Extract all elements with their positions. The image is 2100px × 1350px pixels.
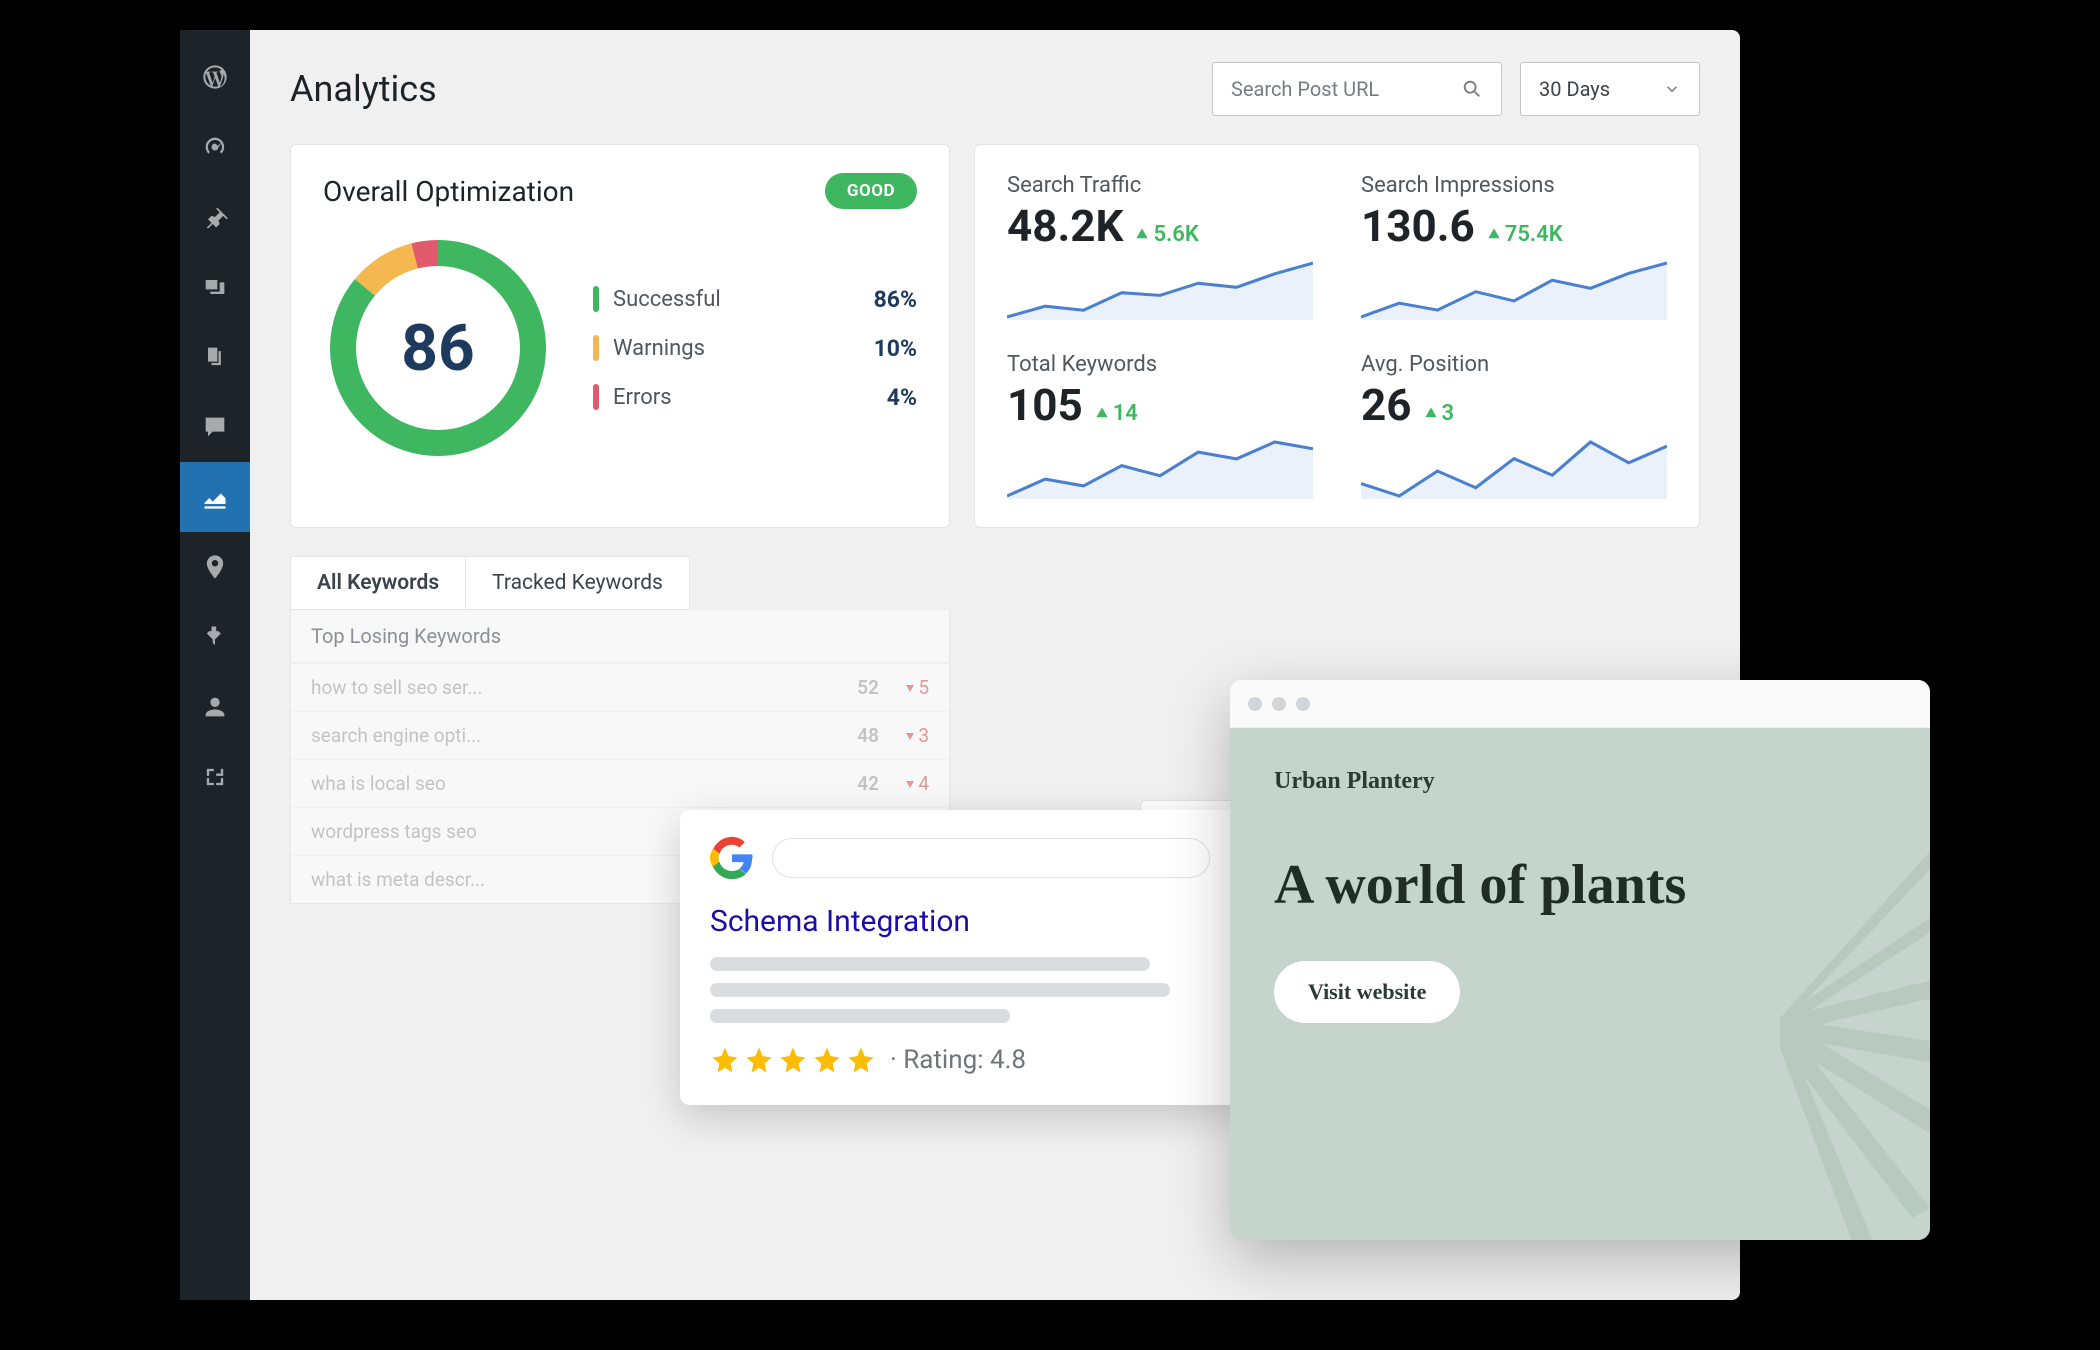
- breakdown-value: 10%: [874, 335, 917, 362]
- google-logo-icon: [710, 836, 754, 880]
- keyword-delta: 4: [879, 772, 929, 795]
- schema-snippet-lines: [710, 957, 1210, 1023]
- star-icon: [778, 1045, 808, 1075]
- schema-search-bar[interactable]: [772, 838, 1210, 878]
- tab[interactable]: All Keywords: [290, 556, 466, 610]
- metric-value: 130.6: [1361, 204, 1475, 248]
- dashboard-icon[interactable]: [180, 112, 250, 182]
- page-header: Analytics Search Post URL 30 Days: [290, 62, 1700, 116]
- optimization-breakdown: Successful 86% Warnings 10%Errors 4%: [593, 286, 917, 411]
- breakdown-value: 86%: [874, 286, 917, 313]
- location-icon[interactable]: [180, 532, 250, 602]
- keyword-tabs: All KeywordsTracked Keywords: [290, 556, 1700, 610]
- good-badge: GOOD: [825, 173, 917, 209]
- star-icon: [846, 1045, 876, 1075]
- optimization-score: 86: [323, 233, 553, 463]
- keyword-name: search engine opti...: [311, 724, 829, 747]
- keyword-score: 52: [829, 676, 879, 699]
- palm-leaf-icon: [1570, 768, 1930, 1240]
- keyword-row[interactable]: wha is local seo424: [291, 759, 949, 807]
- traffic-light-icon: [1272, 697, 1286, 711]
- breakdown-label: Errors: [613, 385, 873, 410]
- sparkline: [1361, 439, 1667, 499]
- metric-value: 26: [1361, 383, 1412, 427]
- sparkline: [1007, 260, 1313, 320]
- schema-rating: · Rating: 4.8: [710, 1045, 1210, 1075]
- visit-website-button[interactable]: Visit website: [1274, 961, 1460, 1023]
- keyword-row[interactable]: search engine opti...483: [291, 711, 949, 759]
- breakdown-row: Successful 86%: [593, 286, 917, 313]
- wp-logo-icon[interactable]: [180, 42, 250, 112]
- plugins-icon[interactable]: [180, 602, 250, 672]
- metric: Search Traffic 48.2K 5.6K: [1007, 173, 1313, 320]
- media-icon[interactable]: [180, 252, 250, 322]
- star-icon: [744, 1045, 774, 1075]
- metric: Search Impressions 130.6 75.4K: [1361, 173, 1667, 320]
- breakdown-value: 4%: [887, 384, 917, 411]
- metric-delta: 75.4K: [1487, 222, 1563, 247]
- sparkline: [1361, 260, 1667, 320]
- metric-value: 105: [1007, 383, 1083, 427]
- keyword-row[interactable]: how to sell seo ser...525: [291, 663, 949, 711]
- comments-icon[interactable]: [180, 392, 250, 462]
- tab[interactable]: Tracked Keywords: [466, 556, 690, 610]
- metric-label: Avg. Position: [1361, 352, 1667, 377]
- metrics-card: Search Traffic 48.2K 5.6K Search Impression…: [974, 144, 1700, 528]
- keyword-score: 48: [829, 724, 879, 747]
- metric-delta: 3: [1424, 401, 1455, 426]
- breakdown-label: Successful: [613, 287, 860, 312]
- traffic-light-icon: [1296, 697, 1310, 711]
- keyword-name: wha is local seo: [311, 772, 829, 795]
- cards-row: Overall Optimization GOOD 86 Successful 8…: [290, 144, 1700, 528]
- search-placeholder: Search Post URL: [1231, 77, 1461, 101]
- traffic-light-icon: [1248, 697, 1262, 711]
- period-label: 30 Days: [1539, 77, 1610, 101]
- search-icon: [1461, 78, 1483, 100]
- star-icon: [812, 1045, 842, 1075]
- metric: Avg. Position 26 3: [1361, 352, 1667, 499]
- optimization-title: Overall Optimization: [323, 175, 574, 208]
- keyword-delta: 5: [879, 676, 929, 699]
- keyword-name: how to sell seo ser...: [311, 676, 829, 699]
- schema-result-title[interactable]: Schema Integration: [710, 904, 1210, 939]
- search-input[interactable]: Search Post URL: [1212, 62, 1502, 116]
- chevron-down-icon: [1663, 80, 1681, 98]
- breakdown-row: Warnings 10%: [593, 335, 917, 362]
- metric-value: 48.2K: [1007, 204, 1123, 248]
- metric-delta: 5.6K: [1135, 222, 1198, 247]
- breakdown-row: Errors 4%: [593, 384, 917, 411]
- keyword-delta: 3: [879, 724, 929, 747]
- breakdown-color-bar: [593, 286, 599, 312]
- pin-icon[interactable]: [180, 182, 250, 252]
- breakdown-color-bar: [593, 384, 599, 410]
- pages-icon[interactable]: [180, 322, 250, 392]
- metric-label: Search Traffic: [1007, 173, 1313, 198]
- optimization-donut: 86: [323, 233, 553, 463]
- site-preview-body: Urban Plantery A world of plants Visit w…: [1230, 728, 1930, 1240]
- wp-admin-sidebar: [180, 30, 250, 1300]
- site-hero-text: A world of plants: [1274, 855, 1886, 917]
- page-title: Analytics: [290, 68, 437, 110]
- site-brand: Urban Plantery: [1274, 768, 1886, 795]
- keyword-section-label: Top Losing Keywords: [291, 610, 949, 663]
- breakdown-color-bar: [593, 335, 599, 361]
- site-preview-card: Urban Plantery A world of plants Visit w…: [1230, 680, 1930, 1240]
- metric-label: Search Impressions: [1361, 173, 1667, 198]
- header-actions: Search Post URL 30 Days: [1212, 62, 1700, 116]
- metric: Total Keywords 105 14: [1007, 352, 1313, 499]
- analytics-icon[interactable]: [180, 462, 250, 532]
- sparkline: [1007, 439, 1313, 499]
- keyword-score: 42: [829, 772, 879, 795]
- schema-preview-card: Schema Integration · Rating: 4.8: [680, 810, 1240, 1105]
- breakdown-label: Warnings: [613, 336, 860, 361]
- star-icon: [710, 1045, 740, 1075]
- metric-label: Total Keywords: [1007, 352, 1313, 377]
- period-dropdown[interactable]: 30 Days: [1520, 62, 1700, 116]
- optimization-card: Overall Optimization GOOD 86 Successful 8…: [290, 144, 950, 528]
- browser-chrome: [1230, 680, 1930, 728]
- tools-icon[interactable]: [180, 742, 250, 812]
- metric-delta: 14: [1095, 401, 1138, 426]
- users-icon[interactable]: [180, 672, 250, 742]
